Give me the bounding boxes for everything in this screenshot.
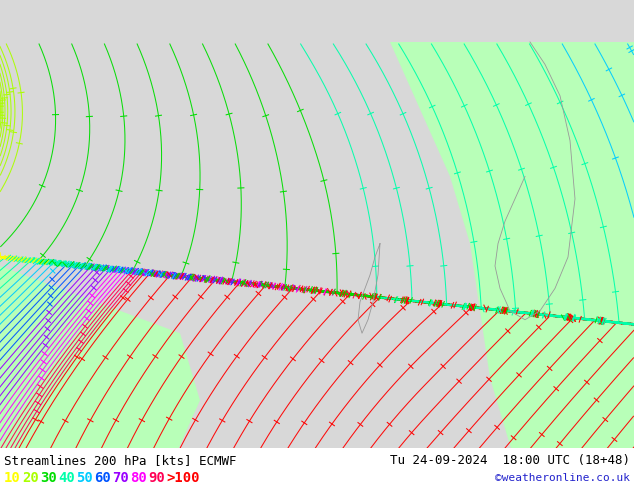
Text: 50: 50 <box>76 471 93 485</box>
Polygon shape <box>390 42 634 490</box>
Text: 80: 80 <box>130 471 146 485</box>
Text: 30: 30 <box>40 471 57 485</box>
Text: 20: 20 <box>22 471 39 485</box>
Text: >100: >100 <box>166 471 200 485</box>
Polygon shape <box>0 266 200 490</box>
Bar <box>0 448 634 490</box>
Text: Streamlines 200 hPa [kts] ECMWF: Streamlines 200 hPa [kts] ECMWF <box>4 454 236 467</box>
Text: 10: 10 <box>4 471 21 485</box>
Text: 60: 60 <box>94 471 111 485</box>
Text: 90: 90 <box>148 471 165 485</box>
Text: 40: 40 <box>58 471 75 485</box>
Text: 70: 70 <box>112 471 129 485</box>
Text: ©weatheronline.co.uk: ©weatheronline.co.uk <box>495 473 630 483</box>
Text: Tu 24-09-2024  18:00 UTC (18+48): Tu 24-09-2024 18:00 UTC (18+48) <box>390 454 630 467</box>
